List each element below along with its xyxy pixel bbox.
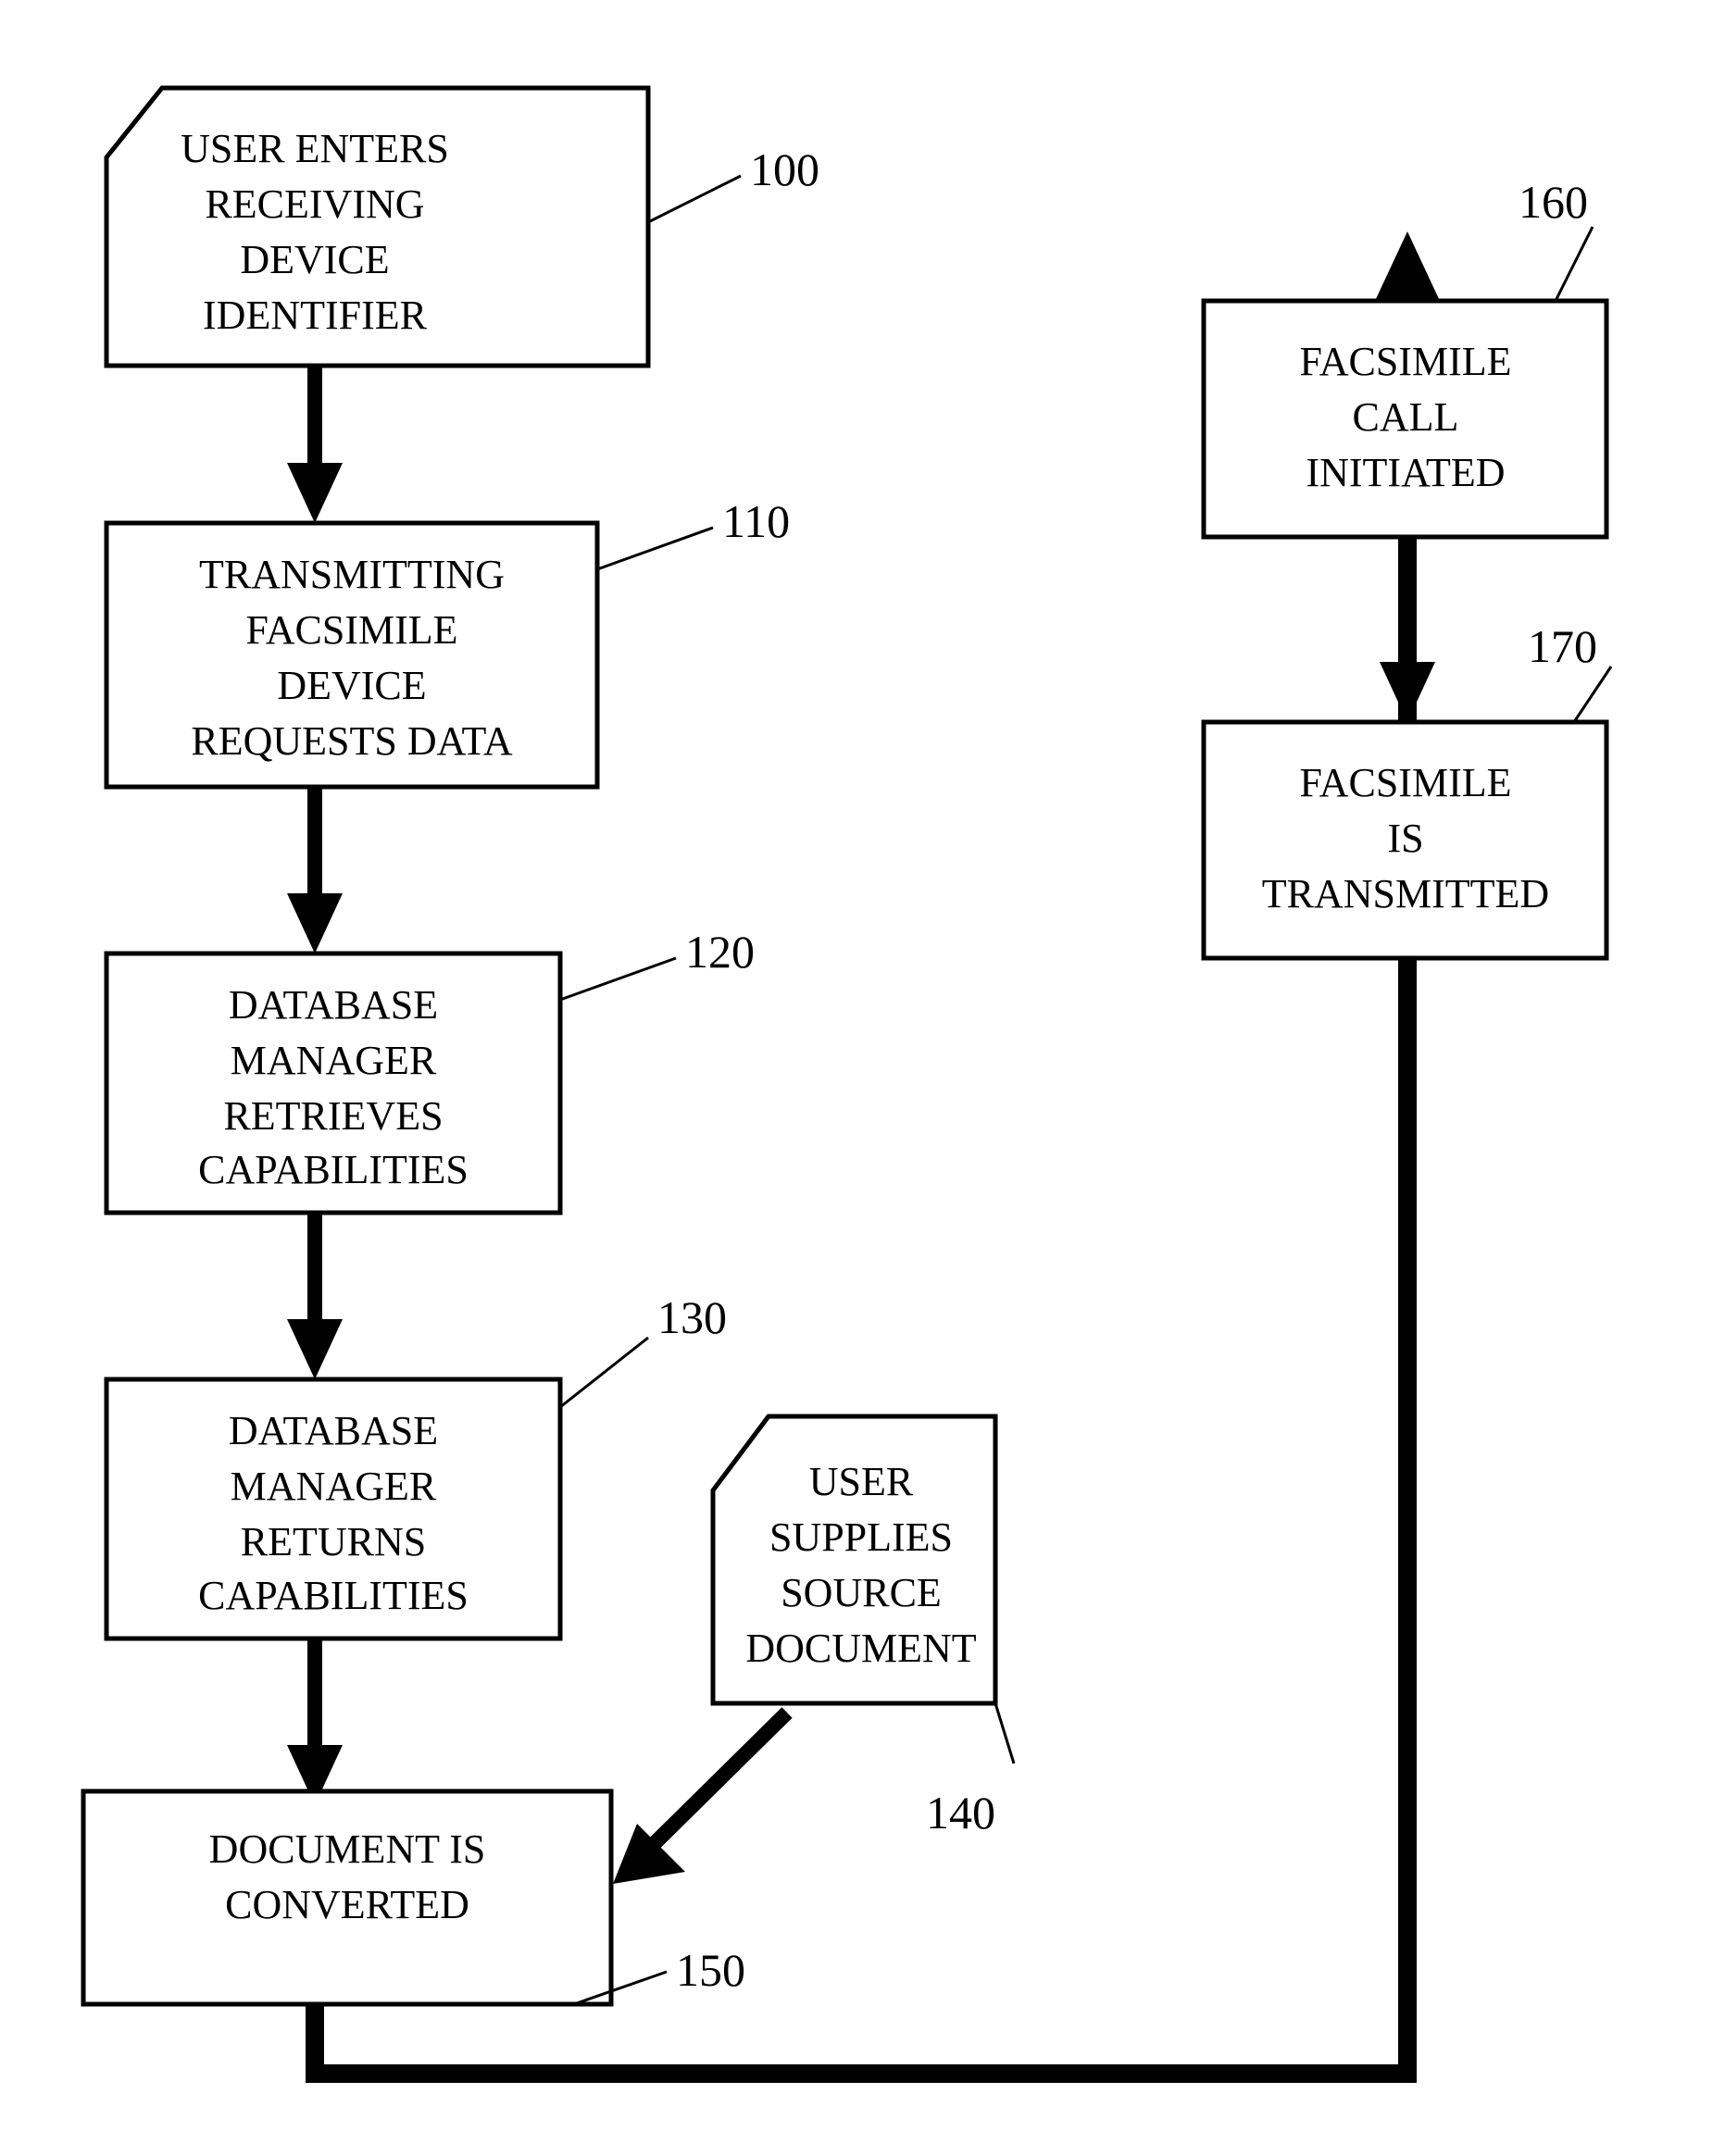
node-100-line4: IDENTIFIER xyxy=(203,293,428,338)
ref-130: 130 xyxy=(657,1291,727,1343)
ref-150: 150 xyxy=(676,1944,745,1996)
ref-100: 100 xyxy=(750,143,819,195)
node-140-line2: SUPPLIES xyxy=(769,1514,953,1560)
node-170-line3: TRANSMITTED xyxy=(1262,871,1549,916)
node-160-line2: CALL xyxy=(1353,394,1459,440)
node-120-line3: RETRIEVES xyxy=(223,1093,443,1139)
node-110: TRANSMITTING FACSIMILE DEVICE REQUESTS D… xyxy=(106,523,597,787)
node-160: FACSIMILE CALL INITIATED xyxy=(1204,301,1606,537)
node-130: DATABASE MANAGER RETURNS CAPABILITIES xyxy=(106,1379,560,1639)
node-100-line1: USER ENTERS xyxy=(181,126,449,171)
node-170-line1: FACSIMILE xyxy=(1300,760,1512,805)
node-140: USER SUPPLIES SOURCE DOCUMENT xyxy=(713,1416,995,1703)
node-130-line1: DATABASE xyxy=(229,1408,438,1453)
node-170: FACSIMILE IS TRANSMITTED xyxy=(1204,722,1606,958)
node-160-line3: INITIATED xyxy=(1306,450,1505,495)
node-150: DOCUMENT IS CONVERTED xyxy=(83,1791,611,2004)
node-150-line1: DOCUMENT IS xyxy=(209,1826,486,1872)
node-120: DATABASE MANAGER RETRIEVES CAPABILITIES xyxy=(106,953,560,1213)
node-120-line2: MANAGER xyxy=(231,1038,437,1083)
ref-170: 170 xyxy=(1528,620,1597,672)
node-100: USER ENTERS RECEIVING DEVICE IDENTIFIER xyxy=(106,88,648,366)
node-160-line1: FACSIMILE xyxy=(1300,339,1512,384)
ref-160: 160 xyxy=(1519,176,1588,228)
ref-140: 140 xyxy=(926,1787,995,1838)
node-150-line2: CONVERTED xyxy=(225,1882,469,1927)
node-120-line1: DATABASE xyxy=(229,982,438,1028)
ref-110: 110 xyxy=(722,495,790,547)
node-140-line4: DOCUMENT xyxy=(745,1626,976,1671)
node-140-line3: SOURCE xyxy=(781,1570,942,1615)
node-100-line3: DEVICE xyxy=(240,237,389,282)
node-130-line3: RETURNS xyxy=(241,1519,426,1564)
node-130-line2: MANAGER xyxy=(231,1464,437,1509)
node-110-line1: TRANSMITTING xyxy=(199,552,505,597)
flowchart-diagram: USER ENTERS RECEIVING DEVICE IDENTIFIER … xyxy=(0,0,1725,2156)
node-110-line4: REQUESTS DATA xyxy=(191,718,512,764)
node-170-line2: IS xyxy=(1387,816,1423,861)
node-140-line1: USER xyxy=(809,1459,914,1504)
node-130-line4: CAPABILITIES xyxy=(198,1573,469,1618)
node-110-line2: FACSIMILE xyxy=(246,607,458,653)
node-100-line2: RECEIVING xyxy=(205,181,424,227)
node-110-line3: DEVICE xyxy=(277,663,426,708)
ref-120: 120 xyxy=(685,926,755,978)
node-120-line4: CAPABILITIES xyxy=(198,1147,469,1192)
